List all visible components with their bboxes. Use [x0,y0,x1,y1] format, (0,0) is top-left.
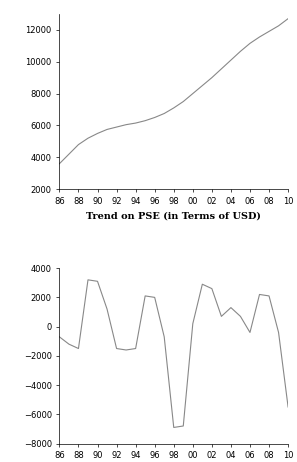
X-axis label: Trend on PSE (in Terms of USD): Trend on PSE (in Terms of USD) [86,212,261,220]
